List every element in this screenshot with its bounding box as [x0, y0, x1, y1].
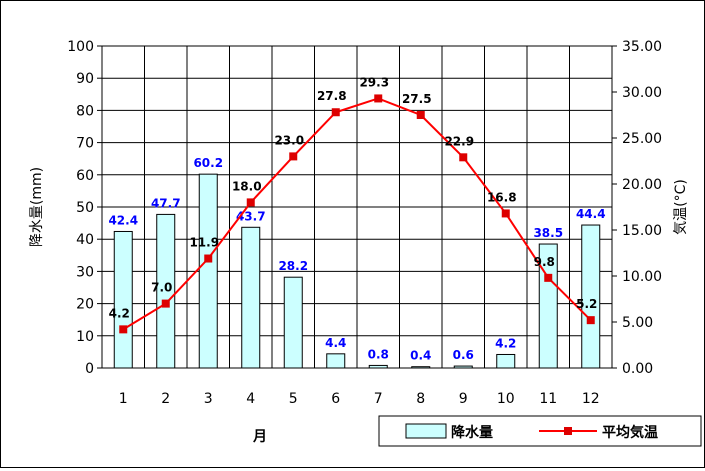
temperature-label: 27.5	[402, 92, 432, 106]
temperature-marker	[586, 316, 595, 325]
precip-label: 0.8	[368, 347, 389, 361]
temperature-marker	[246, 198, 255, 207]
legend-line-marker	[564, 427, 572, 435]
temperature-marker	[374, 94, 383, 103]
precip-bar	[283, 276, 303, 369]
left-tick-label: 30	[76, 264, 94, 280]
x-tick-label: 9	[459, 391, 468, 407]
left-tick-label: 10	[76, 329, 94, 345]
temperature-line	[119, 94, 595, 334]
precip-label: 4.2	[495, 336, 516, 350]
left-tick-label: 80	[76, 103, 94, 119]
right-tick-label: 20.00	[622, 177, 662, 193]
temperature-label: 5.2	[576, 297, 597, 311]
right-tick-label: 10.00	[622, 269, 662, 285]
right-tick-label: 0.00	[622, 361, 653, 377]
x-tick-label: 8	[416, 391, 425, 407]
temperature-label: 22.9	[444, 134, 474, 148]
temperature-label: 11.9	[189, 236, 219, 250]
x-tick-label: 6	[331, 391, 340, 407]
temperature-marker	[289, 152, 298, 161]
precip-label: 0.4	[410, 349, 431, 363]
left-tick-label: 40	[76, 232, 94, 248]
temperature-marker	[119, 325, 128, 334]
precip-label: 44.4	[576, 207, 606, 221]
legend-line-label: 平均気温	[602, 424, 658, 441]
precip-bar	[496, 353, 516, 369]
y-axis-left-label: 降水量(mm)	[29, 167, 45, 247]
temperature-label: 18.0	[232, 179, 262, 193]
bar-labels: 42.447.760.243.728.24.40.8 0.4 0.64.238.54…	[108, 156, 605, 363]
x-tick-labels: 1 2 3 4 5 6 7 8 9 10 11 12	[119, 391, 600, 407]
temperature-label: 4.2	[109, 306, 130, 320]
line-labels: 4.2 7.0 11.9 18.0 23.0 27.8 29.3 27.5 22.9 16.8 9.…	[109, 75, 598, 320]
x-tick-label: 12	[582, 391, 600, 407]
precip-label: 38.5	[533, 226, 563, 240]
precip-bar	[241, 226, 261, 369]
precip-bar	[113, 230, 133, 369]
left-tick-label: 50	[76, 200, 94, 216]
temperature-label: 27.8	[317, 89, 347, 103]
left-tick-label: 100	[67, 39, 94, 55]
temperature-label: 29.3	[359, 75, 389, 89]
precip-label: 60.2	[193, 156, 223, 170]
precip-label: 28.2	[278, 259, 308, 273]
precip-label: 47.7	[151, 196, 181, 210]
temperature-polyline	[122, 97, 592, 331]
x-tick-label: 7	[374, 391, 383, 407]
right-tick-label: 15.00	[622, 223, 662, 239]
right-tick-labels: 0.00 5.00 10.00 15.00 20.00 25.00 30.00 35.00	[612, 39, 662, 377]
x-axis-label: 月	[252, 429, 267, 445]
temperature-label: 23.0	[274, 133, 304, 147]
temperature-label: 16.8	[487, 190, 517, 204]
right-tick-label: 30.00	[622, 85, 662, 101]
temperature-label: 9.8	[534, 255, 555, 269]
x-tick-label: 4	[246, 391, 255, 407]
precip-bar	[198, 173, 218, 369]
x-tick-label: 2	[161, 391, 170, 407]
left-tick-label: 0	[85, 361, 94, 377]
left-tick-label: 90	[76, 71, 94, 87]
y-axis-right-label: 気温(°C)	[673, 179, 689, 235]
x-tick-label: 10	[497, 391, 515, 407]
right-tick-label: 5.00	[622, 315, 653, 331]
precip-label: 0.6	[453, 348, 474, 362]
left-tick-labels: 0 10 20 30 40 50 60 70 80 90 100	[67, 39, 102, 377]
x-tick-label: 1	[119, 391, 128, 407]
left-tick-label: 70	[76, 136, 94, 152]
temperature-label: 7.0	[151, 281, 172, 295]
x-tick-label: 3	[204, 391, 213, 407]
legend: 降水量 平均気温	[378, 415, 702, 447]
precip-label: 42.4	[108, 213, 138, 227]
x-tick-label: 5	[289, 391, 298, 407]
right-tick-label: 25.00	[622, 131, 662, 147]
temperature-marker	[331, 108, 340, 117]
right-tick-label: 35.00	[622, 39, 662, 55]
temperature-marker	[416, 111, 425, 119]
x-tick-label: 11	[539, 391, 557, 407]
left-tick-label: 20	[76, 297, 94, 313]
precip-label: 4.4	[325, 336, 346, 350]
temperature-marker	[161, 299, 170, 308]
precip-bar	[326, 353, 346, 369]
temperature-marker	[204, 254, 213, 263]
temperature-marker	[544, 273, 553, 282]
temperature-marker	[501, 209, 510, 218]
temperature-marker	[459, 153, 468, 162]
legend-bar-label: 降水量	[451, 424, 493, 441]
legend-bar-swatch	[405, 423, 447, 439]
left-tick-label: 60	[76, 168, 94, 184]
